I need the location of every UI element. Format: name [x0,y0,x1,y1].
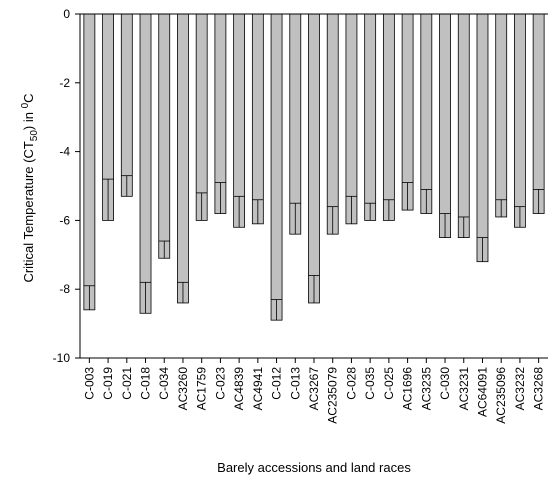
error-bar [214,182,226,214]
x-tick-label: AC4941 [251,367,265,411]
x-tick-label: AC3235 [419,367,433,411]
error-bar [308,275,320,303]
error-bar [476,237,488,262]
x-tick-label: C-034 [157,367,171,400]
y-axis-title: Critical Temperature (CT50) in 0C [20,93,40,282]
x-tick-label: AC1759 [195,367,209,411]
x-tick-label: AC4839 [232,367,246,411]
x-tick-label: AC235079 [326,367,340,424]
bar [439,13,451,239]
error-bar [533,189,545,214]
error-bar [402,182,414,211]
x-tick-label: C-019 [101,367,115,400]
error-bar [439,213,451,238]
error-bar [271,299,283,321]
error-bar [252,199,264,224]
error-bar [121,175,133,197]
bar [308,13,320,304]
error-bar [327,206,339,235]
bar [120,13,133,197]
bar [139,13,152,314]
y-axis-title-subscript: 50 [29,130,40,142]
x-tick-label: C-025 [382,367,396,400]
x-tick-label: AC3260 [176,367,190,411]
error-bar [83,285,95,310]
x-tick-label: C-013 [288,367,302,400]
bar [382,13,395,221]
x-tick-label: C-012 [270,367,284,400]
error-bar [233,195,245,228]
error-bars-group [83,175,545,321]
bar [420,13,433,214]
error-bar [383,199,395,221]
y-axis: 0 -2 -4 -6 -8 -10 [53,7,81,365]
y-tick-label: -8 [59,282,70,296]
bar [83,13,96,311]
error-bar [495,199,507,217]
x-tick-label: C-028 [344,367,358,400]
y-axis-title-part: C [21,93,36,102]
bar [476,13,489,263]
x-tick-label: AC1696 [401,367,415,411]
bar [364,13,377,221]
bar [233,13,246,228]
y-tick-label: -10 [53,351,71,365]
x-tick-label: C-035 [363,367,377,400]
y-axis-title-part: ) in [21,108,36,130]
x-tick-label: C-021 [120,367,134,400]
y-axis-title-superscript: 0 [20,102,31,108]
x-tick-label: C-003 [82,367,96,400]
bar [177,13,189,304]
error-bar [289,202,301,235]
bar [532,13,545,214]
bar [195,13,208,221]
bar [401,13,414,211]
error-bar [102,178,114,221]
y-tick-label: -6 [59,213,70,227]
bar [289,13,302,235]
bars-group [83,13,545,321]
y-axis-title-part: Critical Temperature (CT [21,141,36,282]
bar [326,13,339,235]
bar [251,13,264,225]
x-tick-label: AC235096 [494,367,508,424]
x-axis-title: Barely accessions and land races [217,460,411,475]
x-tick-label: AC3268 [532,367,546,411]
bar [514,13,526,228]
x-tick-label: AC3267 [307,367,321,411]
x-tick-label: C-023 [213,367,227,400]
error-bar [177,281,189,303]
bar [270,13,283,321]
error-bar [514,206,526,228]
x-tick-label: C-030 [438,367,452,400]
bar [495,13,508,218]
bar [457,13,470,239]
x-tick-label: AC3232 [513,367,527,411]
error-bar [196,192,208,221]
bar [345,13,358,225]
bar [158,13,171,259]
x-tick-label: AC64091 [475,367,489,417]
error-bar [140,281,152,314]
error-bar [158,240,170,259]
y-tick-label: -4 [59,145,70,159]
error-bar [345,195,357,224]
error-bar [458,216,470,238]
x-tick-label: AC3231 [457,367,471,411]
error-bar [420,189,432,214]
error-bar [364,202,376,221]
x-tick-label: C-018 [139,367,153,400]
y-tick-label: 0 [63,7,70,21]
y-tick-label: -2 [59,76,70,90]
x-axis: C-003 C-019 C-021 C-018 C-034 AC3260 AC1759 C-0… [80,13,548,424]
